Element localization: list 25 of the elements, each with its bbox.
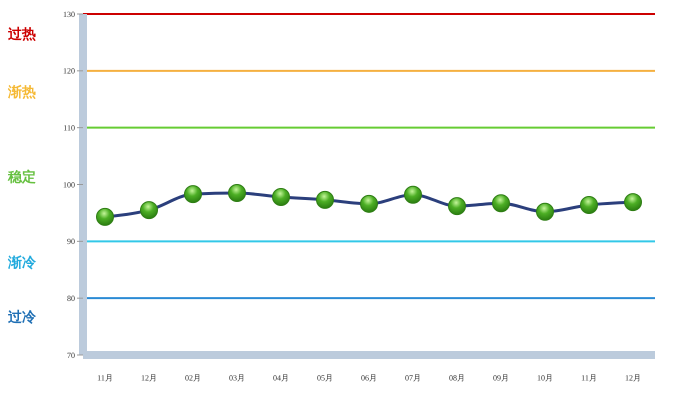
y-tick-label: 120 — [63, 66, 75, 76]
x-tick-label: 10月 — [537, 374, 553, 383]
x-tick-label: 03月 — [229, 374, 245, 383]
text: 渐冷 — [7, 254, 37, 271]
x-tick-label: 12月 — [625, 374, 641, 383]
x-tick-label: 12月 — [141, 374, 157, 383]
text: 过冷 — [7, 309, 37, 326]
x-tick-label: 07月 — [405, 374, 421, 383]
x-tick-label: 11月 — [581, 374, 597, 383]
x-tick-label: 08月 — [449, 374, 465, 383]
text: 过热 — [7, 26, 36, 42]
x-tick-label: 11月 — [97, 374, 113, 383]
x-tick-label: 02月 — [185, 374, 201, 383]
x-tick-label: 04月 — [273, 374, 289, 383]
y-tick-label: 110 — [63, 124, 75, 133]
y-tick-label: 100 — [63, 180, 75, 190]
x-tick-label: 06月 — [361, 374, 377, 383]
y-tick-label: 80 — [67, 294, 75, 304]
y-tick-label: 130 — [63, 10, 75, 19]
y-tick-label: 90 — [67, 237, 75, 246]
text: 稳定 — [7, 168, 36, 186]
y-tick-label: 70 — [67, 350, 75, 360]
text: 渐热 — [7, 84, 36, 100]
x-tick-label: 09月 — [493, 374, 509, 383]
x-tick-label: 05月 — [317, 374, 333, 383]
